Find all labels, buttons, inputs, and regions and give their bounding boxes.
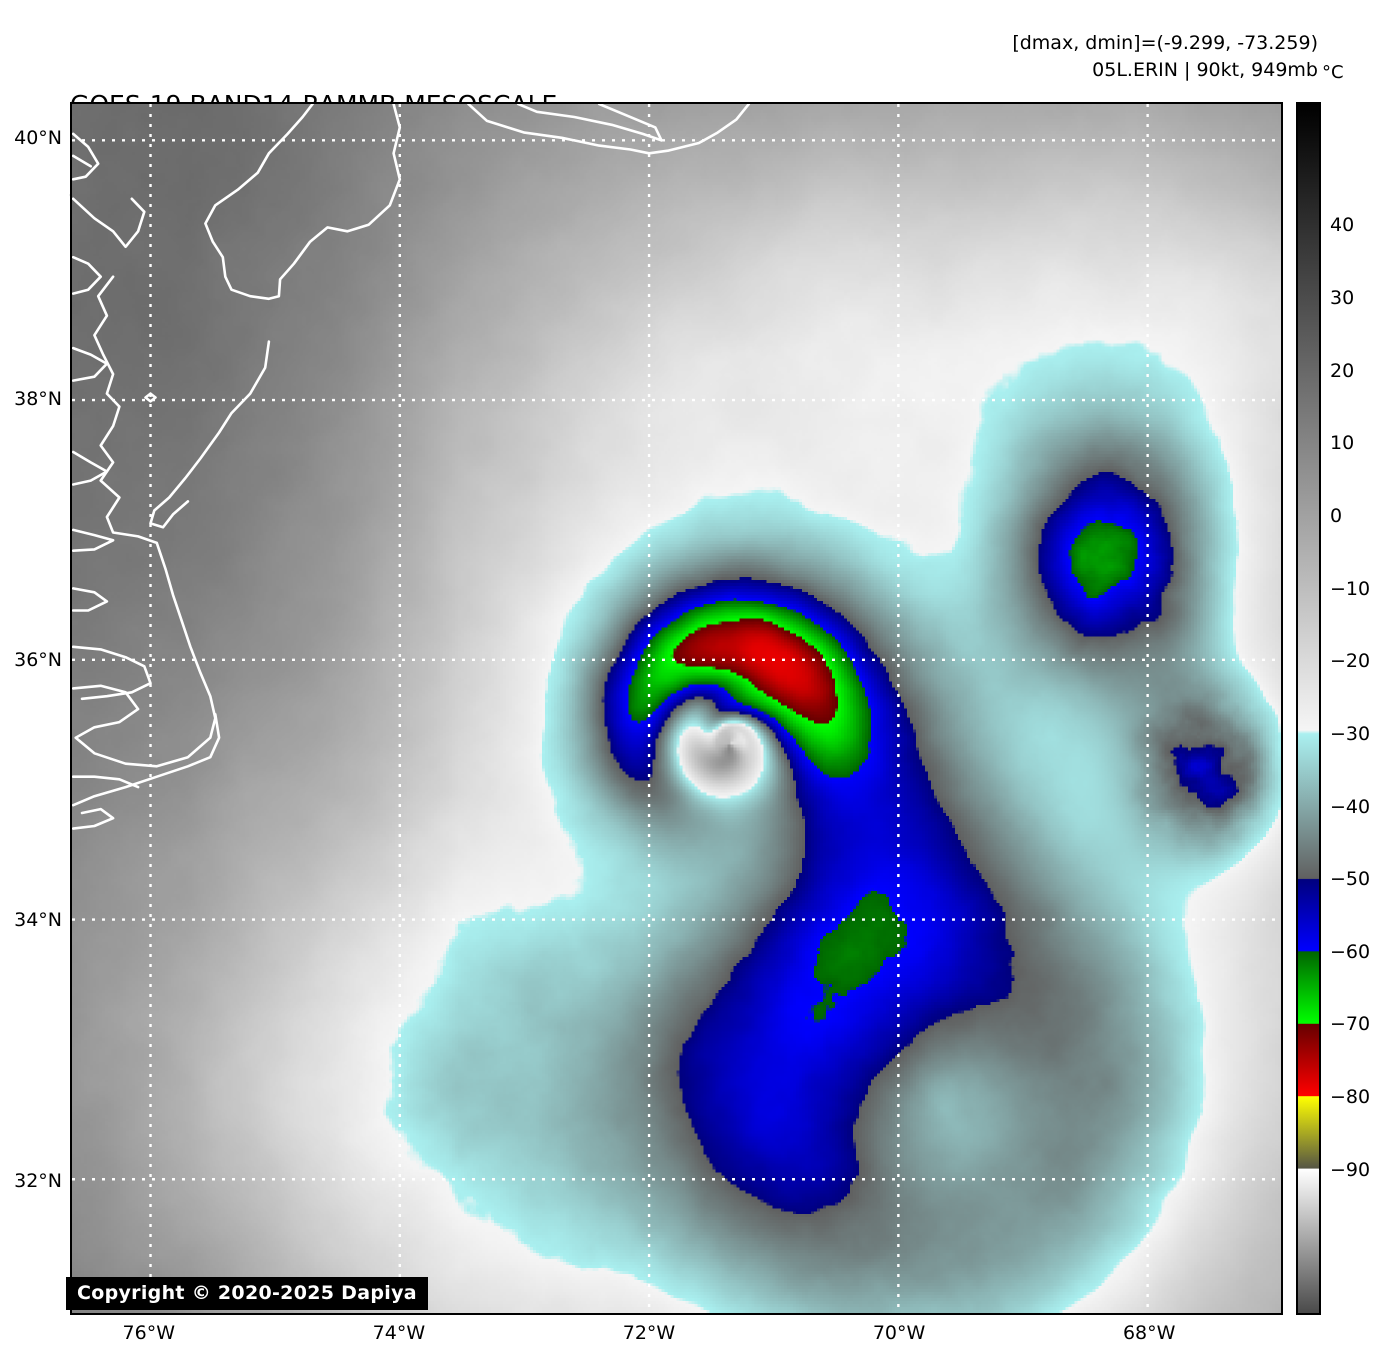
colorbar-tick-5: −10 <box>1330 577 1371 600</box>
colorbar-tick-4: 0 <box>1330 505 1343 528</box>
lon-tick-4: 68°W <box>1122 1322 1176 1344</box>
header-info-block: [dmax, dmin]=(-9.299, -73.259) 05L.ERIN … <box>1012 30 1318 84</box>
colorbar-tick-9: −50 <box>1330 868 1371 891</box>
lat-tick-4: 32°N <box>14 1169 62 1192</box>
infrared-imagery-canvas <box>72 104 1281 1313</box>
colorbar-gradient <box>1298 104 1319 1313</box>
lat-tick-0: 40°N <box>14 127 62 150</box>
lon-tick-2: 72°W <box>622 1322 676 1344</box>
colorbar-tick-12: −80 <box>1330 1086 1371 1109</box>
storm-info-label: 05L.ERIN | 90kt, 949mb <box>1092 59 1318 81</box>
colorbar-tick-13: −90 <box>1330 1158 1371 1181</box>
temperature-colorbar[interactable] <box>1296 102 1321 1315</box>
lat-tick-2: 36°N <box>14 648 62 671</box>
lat-tick-3: 34°N <box>14 909 62 932</box>
copyright-watermark: Copyright © 2020-2025 Dapiya <box>66 1277 428 1310</box>
colorbar-tick-3: 10 <box>1330 432 1355 455</box>
graticule-lines <box>72 104 1281 1313</box>
colorbar-tick-0: 40 <box>1330 214 1355 237</box>
colorbar-tick-7: −30 <box>1330 722 1371 745</box>
colorbar-tick-10: −60 <box>1330 940 1371 963</box>
colorbar-tick-1: 30 <box>1330 287 1355 310</box>
lon-tick-3: 70°W <box>872 1322 926 1344</box>
lon-tick-0: 76°W <box>122 1322 176 1344</box>
lat-tick-1: 38°N <box>14 388 62 411</box>
coastline-paths <box>72 104 751 830</box>
map-overlay <box>72 104 1281 1313</box>
colorbar-unit-label: °C <box>1322 62 1344 83</box>
colorbar-tick-8: −40 <box>1330 795 1371 818</box>
colorbar-tick-11: −70 <box>1330 1013 1371 1036</box>
colorbar-tick-2: 20 <box>1330 359 1355 382</box>
dmax-dmin-label: [dmax, dmin]=(-9.299, -73.259) <box>1012 32 1318 54</box>
satellite-image-plot[interactable] <box>70 102 1283 1315</box>
lon-tick-1: 74°W <box>372 1322 426 1344</box>
colorbar-tick-6: −20 <box>1330 650 1371 673</box>
